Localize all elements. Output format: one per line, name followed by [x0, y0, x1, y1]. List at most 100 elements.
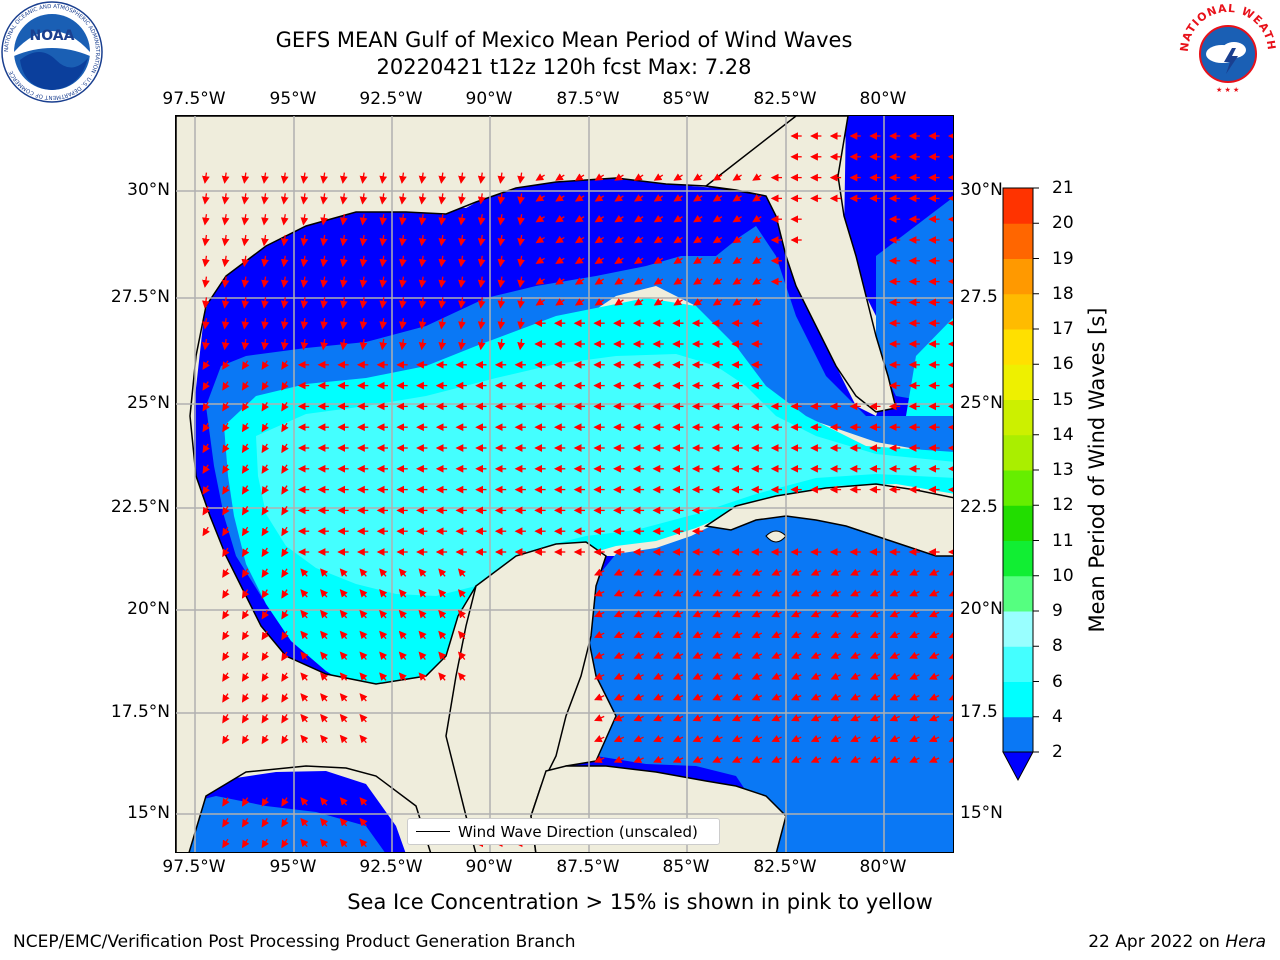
wind-arrow — [339, 713, 348, 723]
wind-arrow — [614, 256, 624, 264]
wind-arrow — [517, 234, 525, 247]
wind-arrow — [477, 193, 486, 205]
wind-arrow — [653, 298, 664, 306]
wind-arrow — [653, 173, 664, 181]
wind-arrow — [261, 381, 270, 391]
wind-arrow — [771, 651, 782, 659]
wind-arrow — [574, 214, 585, 223]
wind-arrow — [810, 693, 822, 701]
wind-arrow — [594, 755, 605, 763]
lon-tick-bottom: 82.5°W — [753, 857, 817, 877]
wind-arrow — [594, 672, 605, 680]
wind-arrow — [672, 693, 684, 701]
wind-arrow — [574, 173, 585, 181]
wind-arrow — [379, 672, 388, 681]
wind-arrow — [359, 568, 368, 577]
wind-arrow — [810, 672, 822, 680]
wind-arrow — [320, 172, 328, 184]
wind-arrow — [693, 194, 703, 202]
wind-arrow — [692, 651, 703, 659]
wind-arrow — [751, 755, 763, 763]
wind-arrow — [517, 297, 525, 309]
wind-arrow — [692, 568, 703, 576]
wind-arrow — [221, 234, 230, 247]
wind-arrow — [320, 651, 329, 660]
wind-arrow — [653, 194, 664, 202]
wind-arrow — [399, 276, 407, 288]
wind-arrow — [261, 651, 270, 662]
wind-arrow — [909, 568, 920, 576]
wind-arrow — [320, 589, 329, 598]
wind-arrow — [281, 838, 289, 849]
lat-tick-left: 25°N — [127, 393, 170, 413]
wind-arrow — [281, 610, 289, 620]
wind-arrow — [320, 234, 328, 247]
wind-arrow — [633, 693, 644, 701]
lon-tick-bottom: 97.5°W — [162, 857, 226, 877]
wind-arrow — [418, 172, 427, 184]
wind-arrow — [692, 734, 703, 743]
wind-arrow — [418, 255, 427, 268]
wind-arrow — [359, 172, 368, 184]
wind-arrow — [339, 693, 348, 702]
cuba-land — [703, 483, 953, 557]
wind-arrow — [339, 797, 348, 806]
wind-arrow — [672, 589, 684, 597]
wind-arrow — [241, 651, 250, 662]
wind-arrow — [438, 589, 447, 598]
wind-arrow — [202, 443, 210, 454]
wind-arrow — [771, 755, 782, 763]
wind-arrow — [221, 193, 230, 205]
wind-arrow — [261, 672, 270, 682]
wind-arrow — [359, 734, 368, 744]
wind-arrow — [339, 276, 348, 288]
wind-arrow — [712, 277, 723, 285]
wind-arrow — [241, 193, 250, 205]
wind-arrow — [594, 194, 605, 202]
wind-arrow — [339, 214, 348, 226]
wind-arrow — [339, 651, 348, 660]
wind-arrow — [751, 714, 763, 722]
wind-arrow — [359, 214, 368, 226]
colorbar-segment — [1003, 293, 1033, 330]
wind-arrow — [261, 214, 269, 226]
wind-arrow — [339, 338, 348, 351]
wind-arrow — [261, 734, 270, 745]
wind-arrow — [261, 797, 270, 807]
wind-arrow — [222, 568, 230, 578]
lon-tick-top: 97.5°W — [162, 89, 226, 109]
wind-arrow — [751, 589, 763, 597]
wind-arrow — [889, 734, 900, 743]
chart-subtitle: 20220421 t12z 120h fcst Max: 7.28 — [376, 55, 752, 79]
colorbar-segment — [1003, 611, 1033, 647]
wind-arrow — [281, 485, 289, 495]
wind-arrow — [457, 609, 466, 619]
noaa-logo-text: NOAA — [30, 28, 75, 44]
wind-arrow — [791, 672, 802, 680]
lon-tick-top: 80°W — [859, 89, 907, 109]
wind-arrow — [497, 318, 506, 330]
wind-arrow — [241, 630, 250, 641]
wind-arrow — [752, 235, 762, 244]
wind-arrow — [613, 714, 625, 722]
wind-arrow — [869, 651, 881, 659]
wind-arrow — [613, 568, 625, 576]
wind-arrow — [850, 672, 861, 680]
colorbar-tick-label: 4 — [1052, 706, 1063, 727]
wind-arrow — [830, 651, 841, 659]
wind-arrow — [613, 589, 625, 597]
wind-arrow — [202, 402, 210, 412]
wind-arrow — [477, 172, 486, 184]
caribbean-water-2-4s — [176, 796, 385, 852]
wind-arrow — [458, 214, 466, 226]
wind-arrow — [791, 589, 802, 597]
wind-arrow — [731, 651, 743, 659]
wind-arrow — [791, 651, 802, 659]
lon-tick-top: 87.5°W — [556, 89, 620, 109]
wind-arrow — [399, 255, 407, 268]
wind-arrow — [281, 568, 289, 578]
colorbar-segment — [1003, 188, 1033, 224]
wind-arrow — [379, 630, 388, 640]
wind-arrow — [359, 797, 368, 806]
lon-tick-bottom: 85°W — [662, 857, 710, 877]
